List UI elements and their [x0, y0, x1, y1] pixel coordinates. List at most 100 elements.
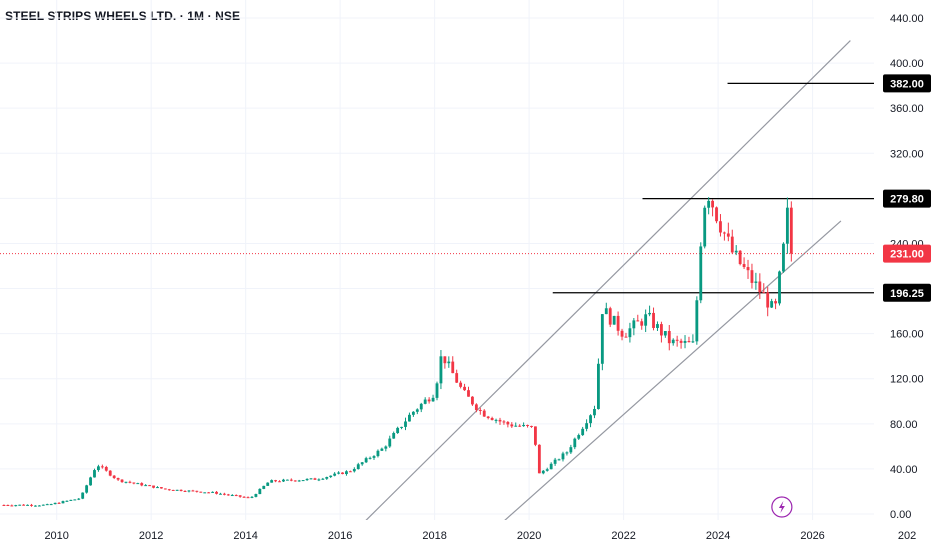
time-axis-bg: [0, 520, 874, 550]
candle-body: [561, 453, 565, 460]
candle-body: [345, 471, 348, 475]
candle-body: [360, 462, 364, 465]
candle-body: [518, 425, 522, 427]
candle-body: [762, 292, 766, 294]
level-badge: 196.25: [890, 288, 924, 300]
candle-body: [699, 246, 703, 301]
horizontal-levels[interactable]: [552, 82, 874, 294]
x-tick-label: 2014: [233, 530, 257, 542]
candle-body: [636, 320, 640, 322]
candle-body: [104, 466, 108, 471]
candle-body: [93, 470, 96, 478]
candle-body: [569, 447, 573, 453]
x-tick-label: 2020: [517, 530, 541, 542]
candle-body: [510, 424, 514, 427]
candle-body: [120, 479, 124, 483]
candle-body: [321, 478, 325, 480]
trendline: [349, 40, 851, 537]
candle-body: [443, 356, 447, 364]
candle-body: [671, 339, 675, 344]
candle-body: [195, 490, 199, 492]
candle-body: [742, 264, 746, 268]
candle-body: [199, 491, 203, 493]
candle-body: [687, 341, 691, 343]
candle-body: [329, 475, 333, 478]
candle-body: [183, 490, 187, 492]
level-badge: 279.80: [890, 194, 924, 206]
y-tick-label: 40.00: [890, 464, 918, 476]
candle-body: [408, 414, 411, 422]
candle-body: [187, 490, 191, 492]
candle-body: [659, 324, 663, 336]
candle-body: [282, 479, 285, 482]
lightning-bolt: [778, 501, 785, 513]
candle-body: [774, 301, 777, 304]
candle-body: [463, 386, 466, 391]
candle-body: [34, 505, 37, 507]
candle-body: [419, 403, 423, 410]
x-tick-label: 2018: [422, 530, 446, 542]
candle-body: [124, 481, 128, 483]
candle-body: [278, 481, 281, 483]
y-tick-label: 400.00: [890, 58, 924, 70]
candle-body: [352, 469, 356, 472]
trendline-channel[interactable]: [349, 40, 851, 537]
candle-body: [423, 399, 427, 404]
candle-body: [502, 421, 506, 423]
candle-body: [18, 504, 22, 506]
candle-body: [537, 444, 541, 474]
candle-body: [364, 458, 368, 463]
candle-body: [179, 489, 183, 491]
candle-body: [640, 321, 644, 326]
candle-body: [163, 488, 167, 490]
candle-body: [301, 480, 305, 482]
candle-body: [400, 426, 403, 428]
price-badges: 382.00 279.80 196.25 231.00: [883, 74, 931, 302]
y-tick-label: 160.00: [890, 329, 924, 341]
candle-body: [392, 433, 396, 439]
candle-body: [376, 450, 380, 457]
candle-body: [754, 281, 758, 283]
grid-lines: [0, 0, 908, 520]
candle-body: [234, 495, 238, 497]
candle-body: [620, 330, 624, 337]
lightning-icon[interactable]: [771, 496, 793, 518]
candle-body: [427, 399, 431, 402]
time-axis[interactable]: 2010 2012 2014 2016 2018 2020 2022 2024 2026 202: [0, 520, 916, 550]
chart-title: STEEL STRIPS WHEELS LTD. · 1M · NSE: [5, 9, 241, 23]
candle-body: [534, 426, 537, 445]
candle-body: [250, 496, 254, 498]
candle-body: [274, 480, 278, 482]
candle-body: [632, 320, 636, 329]
candle-body: [396, 427, 400, 434]
x-tick-label: 202: [898, 530, 916, 542]
level-badge: 382.00: [890, 78, 924, 90]
candle-body: [474, 404, 478, 410]
trendline: [486, 220, 842, 537]
candle-body: [156, 487, 159, 489]
candle-body: [384, 446, 388, 449]
candle-body: [167, 489, 171, 491]
candle-body: [325, 477, 329, 479]
candle-body: [455, 373, 459, 383]
candle-body: [490, 418, 494, 421]
candle-body: [691, 341, 695, 343]
candle-body: [333, 473, 337, 476]
candle-body: [337, 472, 340, 474]
candle-body: [778, 271, 781, 304]
candle-body: [549, 463, 553, 470]
candle-body: [108, 470, 112, 476]
candle-body: [65, 500, 69, 502]
candle-body: [191, 490, 195, 492]
candle-body: [719, 221, 722, 233]
candle-body: [41, 504, 45, 506]
candle-body: [581, 428, 585, 436]
candle-body: [266, 482, 270, 486]
candle-body: [600, 314, 604, 364]
candle-body: [565, 452, 569, 454]
candle-body: [616, 315, 620, 331]
candle-body: [128, 481, 132, 483]
candle-body: [61, 501, 65, 504]
candle-body: [238, 495, 242, 497]
